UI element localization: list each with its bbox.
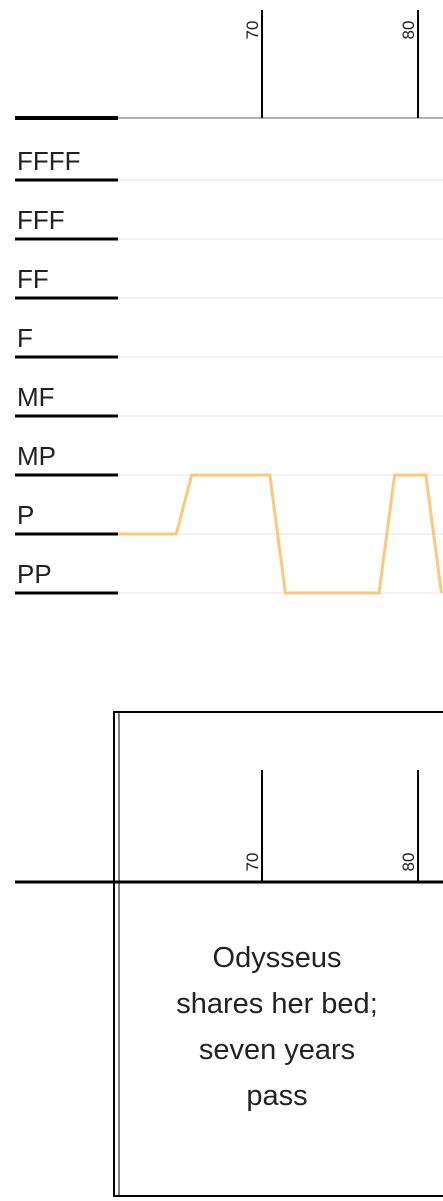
x-tick-label: 70 [243, 21, 262, 40]
annotation: pass [246, 1080, 307, 1112]
annotation: shares her bed; [176, 988, 378, 1020]
y-tick-label: MP [17, 441, 56, 471]
annotation: seven years [199, 1034, 355, 1066]
y-tick-label: FFFF [17, 146, 81, 176]
x-tick-label: 70 [243, 853, 262, 872]
x-tick-label: 80 [399, 853, 418, 872]
line [118, 473, 443, 595]
y-tick-label: FFF [17, 205, 65, 235]
box [113, 711, 443, 1197]
y-tick-label: MF [17, 382, 55, 412]
y-tick-label: P [17, 500, 34, 530]
y-tick-label: FF [17, 264, 49, 294]
y-tick-label: F [17, 323, 33, 353]
y-tick-label: PP [17, 559, 52, 589]
x-tick-label: 80 [399, 21, 418, 40]
annotation: Odysseus [213, 942, 342, 974]
